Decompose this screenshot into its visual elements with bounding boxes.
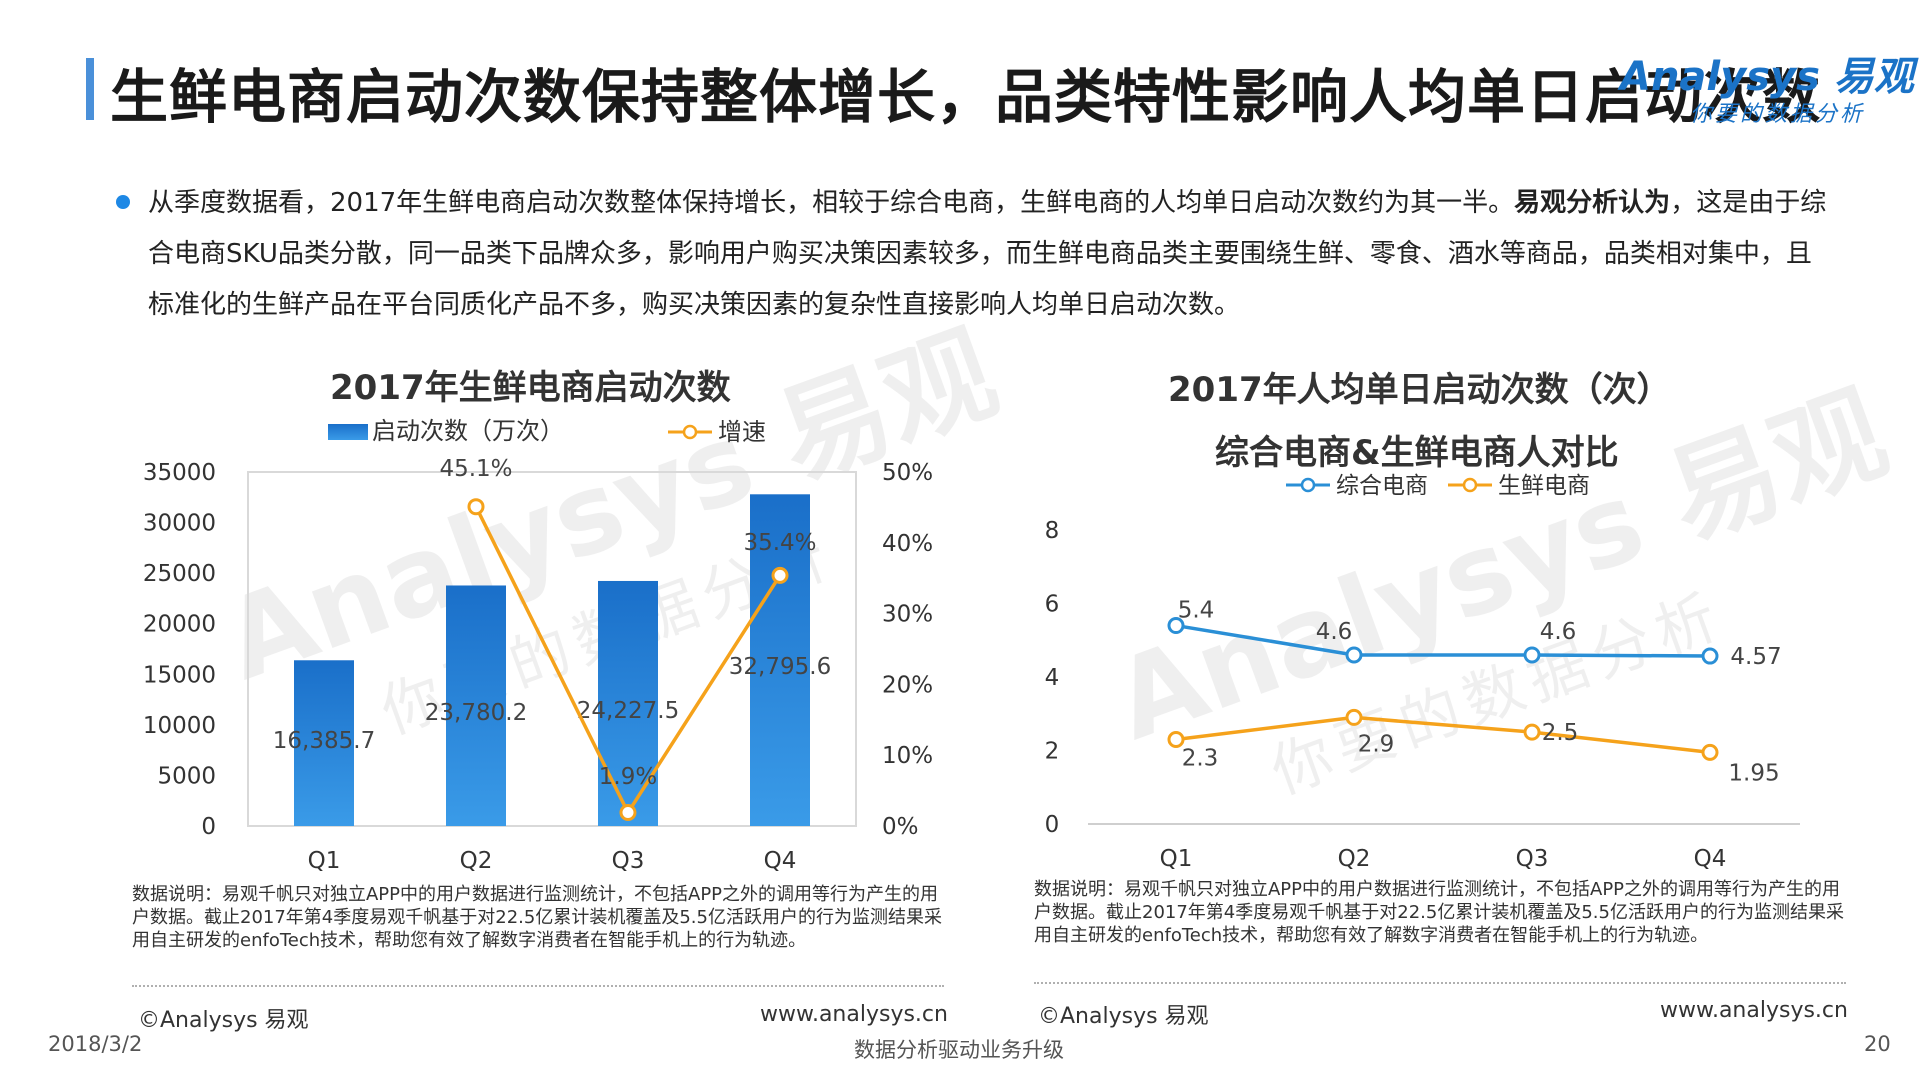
legend-line-marker (1462, 477, 1478, 493)
y2-tick-label: 40% (882, 531, 933, 557)
x-tick-label: Q2 (1338, 846, 1371, 872)
left-chart: 启动次数（万次） 增速 0 5000 10000 15000 20000 25000 30000… (143, 417, 933, 874)
summary-part2: ，这是由于综合电商SKU品类分散，同一品类下品牌众多，影响用户购买决策因素较多，… (148, 188, 1827, 320)
series-point-0 (1167, 617, 1185, 635)
x-tick-label: Q1 (308, 848, 341, 874)
legend-line-label: 增速 (718, 418, 766, 446)
bar-data-label: 16,385.7 (273, 728, 375, 754)
summary-paragraph: 从季度数据看，2017年生鲜电商启动次数整体保持增长，相较于综合电商，生鲜电商的… (148, 178, 1828, 331)
y2-tick-label: 10% (882, 743, 933, 769)
y-tick-label: 6 (1045, 592, 1060, 618)
x-tick-label: Q1 (1160, 846, 1193, 872)
x-tick-label: Q4 (764, 848, 797, 874)
left-source-copyright: ©Analysys 易观 (138, 1008, 309, 1033)
summary-part1: 从季度数据看，2017年生鲜电商启动次数整体保持增长，相较于综合电商，生鲜电商的… (148, 188, 1515, 218)
bar-data-label: 23,780.2 (425, 700, 527, 726)
right-source-url[interactable]: www.analysys.cn (1660, 998, 1848, 1023)
right-chart: 综合电商 生鲜电商 0 2 4 6 8 Q1 Q2 Q3 Q4 5.4 4.6 4.6 4.57 2.3 2.9… (1045, 473, 1800, 872)
right-source-copyright: ©Analysys 易观 (1038, 1004, 1209, 1029)
page-title: 生鲜电商启动次数保持整体增长，品类特性影响人均单日启动次数 (110, 63, 1822, 131)
x-tick-label: Q2 (460, 848, 493, 874)
bar-q4 (750, 494, 810, 826)
growth-data-label: 1.9% (599, 764, 657, 790)
growth-point (619, 804, 637, 822)
series-line-1 (1175, 715, 1711, 755)
y-tick-label: 0 (1045, 812, 1060, 838)
series-point-1 (1523, 723, 1541, 741)
growth-data-label: 45.1% (439, 456, 512, 482)
legend-line-marker (682, 424, 698, 440)
y-tick-label: 0 (201, 814, 216, 840)
series-point-1 (1167, 730, 1185, 748)
series-data-label-1: 2.9 (1358, 731, 1395, 757)
series-data-label-0: 5.4 (1178, 598, 1215, 624)
bar-data-label: 32,795.6 (729, 654, 831, 680)
left-note-divider (132, 985, 944, 987)
series-data-label-1: 1.95 (1728, 760, 1779, 786)
y-tick-label: 35000 (143, 460, 216, 486)
y-tick-label: 5000 (157, 763, 216, 789)
summary-bold: 易观分析认为 (1514, 188, 1671, 218)
bullet-dot (116, 195, 130, 209)
y-tick-label: 8 (1045, 518, 1060, 544)
series-point-1 (1701, 743, 1719, 761)
logo-slogan: 你要的数据分析 (1690, 102, 1866, 127)
y-tick-label: 15000 (143, 662, 216, 688)
y-tick-label: 25000 (143, 561, 216, 587)
bar-q2 (446, 585, 506, 826)
right-note-divider (1034, 982, 1846, 984)
footer-page-number: 20 (1864, 1032, 1891, 1056)
bar-data-label: 24,227.5 (577, 698, 679, 724)
series-line-0 (1175, 623, 1711, 658)
y-tick-label: 10000 (143, 713, 216, 739)
y2-tick-label: 30% (882, 602, 933, 628)
growth-data-label: 35.4% (743, 530, 816, 556)
series-point-0 (1523, 646, 1541, 664)
growth-point (771, 566, 789, 584)
bar-q3 (598, 580, 658, 826)
legend-bar-label: 启动次数（万次） (372, 417, 564, 445)
y-tick-label: 20000 (143, 612, 216, 638)
left-data-note: 数据说明：易观千帆只对独立APP中的用户数据进行监测统计，不包括APP之外的调用… (132, 884, 942, 951)
footer-slogan: 数据分析驱动业务升级 (854, 1038, 1064, 1062)
y2-tick-label: 20% (882, 672, 933, 698)
y-tick-label: 4 (1045, 665, 1060, 691)
plot-frame (247, 471, 857, 827)
right-data-note: 数据说明：易观千帆只对独立APP中的用户数据进行监测统计，不包括APP之外的调用… (1034, 879, 1844, 946)
series-data-label-1: 2.3 (1182, 745, 1219, 771)
x-tick-label: Q3 (1516, 846, 1549, 872)
series-data-label-0: 4.6 (1540, 619, 1577, 645)
logo-brand: Analysys 易观 (1620, 54, 1914, 100)
y-tick-label: 2 (1045, 739, 1060, 765)
y2-tick-label: 0% (882, 814, 919, 840)
left-chart-title: 2017年生鲜电商启动次数 (330, 368, 731, 408)
growth-point (467, 498, 485, 516)
series-data-label-1: 2.5 (1542, 720, 1579, 746)
legend-bar-swatch (328, 424, 368, 440)
footer-date: 2018/3/2 (48, 1032, 143, 1056)
legend-label: 综合电商 (1336, 473, 1428, 499)
left-source-url[interactable]: www.analysys.cn (760, 1002, 948, 1027)
bar-q1 (294, 660, 354, 826)
y-tick-label: 30000 (143, 511, 216, 537)
x-tick-label: Q4 (1694, 846, 1727, 872)
series-point-1 (1345, 708, 1363, 726)
series-point-0 (1345, 646, 1363, 664)
right-chart-title-line1: 2017年人均单日启动次数（次） (1168, 370, 1671, 410)
y2-tick-label: 50% (882, 460, 933, 486)
series-point-0 (1701, 647, 1719, 665)
legend-label: 生鲜电商 (1498, 473, 1590, 499)
analysys-logo: Analysys 易观 你要的数据分析 (1620, 40, 1914, 130)
series-data-label-0: 4.57 (1730, 644, 1781, 670)
legend-line-marker (1300, 477, 1316, 493)
series-data-label-0: 4.6 (1316, 619, 1353, 645)
x-tick-label: Q3 (612, 848, 645, 874)
right-chart-title-line2: 综合电商&生鲜电商人对比 (1215, 433, 1619, 473)
title-accent-bar (86, 58, 94, 120)
